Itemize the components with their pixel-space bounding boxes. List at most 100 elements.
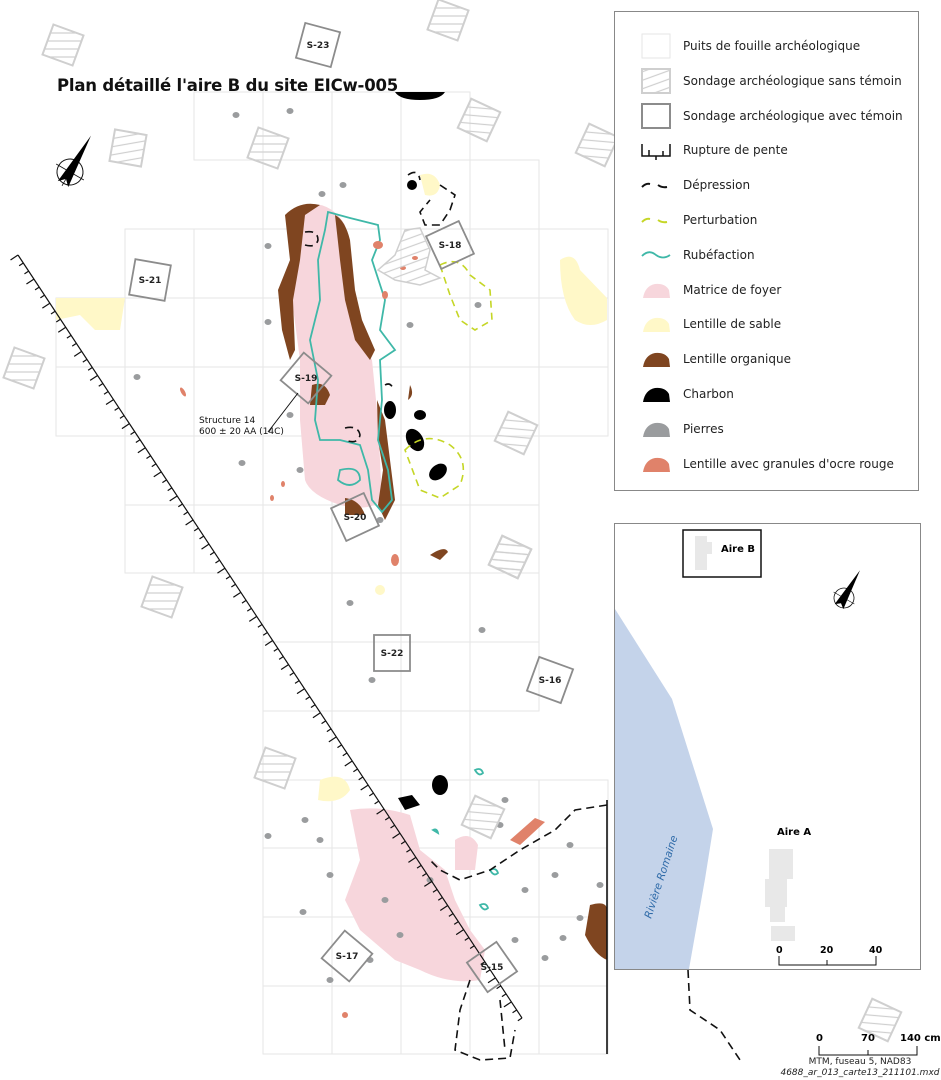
slope-tick: [40, 294, 45, 299]
scale-tick-140: 140 cm: [900, 1033, 941, 1044]
slope-tick: [73, 350, 82, 357]
aire-b-label: Aire B: [721, 544, 755, 555]
test-pit-s-15[interactable]: S-15: [465, 940, 519, 994]
slope-tick: [374, 800, 380, 805]
slope-tick: [400, 840, 406, 845]
stone: [376, 517, 384, 523]
excavation-pit: [400, 366, 471, 437]
legend-item: Lentille organique: [641, 344, 791, 374]
test-pit-s-16[interactable]: S-16: [525, 655, 575, 705]
slope-tick: [114, 407, 120, 411]
test-pit-s-18[interactable]: S-18: [424, 219, 476, 271]
test-pit-s-21[interactable]: S-21: [128, 258, 172, 302]
excavation-pit: [400, 159, 471, 230]
stone: [501, 797, 509, 803]
slope-tick: [55, 318, 61, 323]
test-pit-outline: [320, 929, 374, 983]
slope-tick: [480, 961, 486, 966]
slope-tick: [368, 792, 374, 797]
rubefaction-lines: [309, 210, 500, 911]
test-pit-outline: [294, 21, 342, 69]
slope-tick: [10, 254, 19, 261]
map-title: Plan détaillé l'aire B du site EICw-005: [57, 76, 399, 95]
excavation-pit: [193, 504, 264, 574]
stone: [264, 833, 272, 839]
test-pit-s-17[interactable]: S-17: [320, 929, 374, 983]
slope-tick: [34, 286, 40, 291]
slope-tick: [305, 696, 311, 700]
perturbation-lines: [404, 260, 493, 499]
test-pit-label: S-20: [344, 513, 367, 523]
slope-tick: [469, 945, 475, 949]
red-ochre-lenses: [179, 241, 545, 1018]
slope-tick: [105, 399, 114, 406]
legend-label: Lentille avec granules d'ocre rouge: [683, 456, 894, 471]
slope-break-line-icon: [641, 137, 671, 163]
test-pit-s-19[interactable]: S-19: [279, 351, 333, 405]
excavation-pit: [400, 504, 471, 574]
pink-patch-icon: [641, 277, 671, 303]
legend-label: Charbon: [683, 387, 734, 401]
slope-tick: [289, 672, 295, 676]
excavation-pit: [262, 847, 333, 918]
stone: [238, 460, 246, 466]
excavation-pit: [262, 985, 333, 1055]
sand-lenses: [56, 173, 607, 802]
stone: [286, 412, 294, 418]
stone: [474, 302, 482, 308]
legend-label: Sondage archéologique avec témoin: [683, 108, 903, 123]
test-pit-outline: [424, 219, 476, 271]
legend-item: Puits de fouille archéologique: [641, 31, 860, 61]
test-pit-outline: [128, 258, 172, 302]
test-pit-label: S-22: [381, 649, 404, 659]
slope-tick: [162, 479, 167, 484]
slope-tick: [130, 431, 136, 435]
slope-tick: [485, 969, 491, 974]
charcoal-patches: [384, 92, 448, 810]
excavation-pit: [124, 435, 195, 506]
inset-scale-tick: 20: [820, 945, 834, 956]
slope-tick: [201, 543, 210, 550]
slope-tick: [384, 816, 390, 821]
excavation-pit: [262, 916, 333, 987]
slope-tick: [233, 591, 242, 598]
test-pit-s-22[interactable]: S-22: [373, 634, 411, 672]
slope-tick: [193, 527, 199, 532]
legend-item: Sondage archéologique avec témoin: [641, 101, 903, 131]
legend-item: Pierres: [641, 414, 724, 444]
test-pit-label: S-15: [481, 963, 504, 973]
stone: [326, 977, 334, 983]
inset-scale-bar: [778, 956, 877, 966]
test-pits-without-witness: [2, 0, 903, 1043]
black-dashed-line-icon: [641, 172, 671, 198]
excavation-pit: [331, 985, 402, 1055]
slope-tick: [321, 720, 327, 725]
test-pit-outline: [373, 634, 411, 672]
excavation-pit: [331, 91, 402, 161]
structure-name: Structure 14: [199, 416, 256, 426]
test-pit-s-20[interactable]: S-20: [329, 491, 381, 543]
ochre-patch-icon: [641, 451, 671, 477]
excavation-pit: [262, 641, 333, 712]
stone: [381, 897, 389, 903]
test-pit-label: S-21: [139, 276, 162, 286]
excavation-pit: [331, 159, 402, 230]
teal-wavy-line-icon: [641, 242, 671, 268]
slope-tick: [512, 1009, 518, 1014]
slope-tick: [358, 776, 364, 781]
aire-a-label: Aire A: [777, 827, 811, 838]
excavation-pit: [400, 985, 471, 1055]
slope-tick: [342, 752, 348, 757]
slope-tick: [257, 623, 263, 628]
test-pit-outline: [329, 491, 381, 543]
projection: MTM, fuseau 5, NAD83: [808, 1057, 912, 1067]
stone: [264, 319, 272, 325]
test-pit-label: S-23: [307, 41, 330, 51]
legend-label: Pierres: [683, 421, 724, 436]
test-pit-s-23[interactable]: S-23: [294, 21, 342, 69]
slope-tick: [360, 784, 369, 791]
stone: [368, 677, 376, 683]
test-pit-without-witness: [253, 746, 297, 790]
slope-tick: [183, 511, 189, 516]
slope-tick: [312, 712, 321, 719]
